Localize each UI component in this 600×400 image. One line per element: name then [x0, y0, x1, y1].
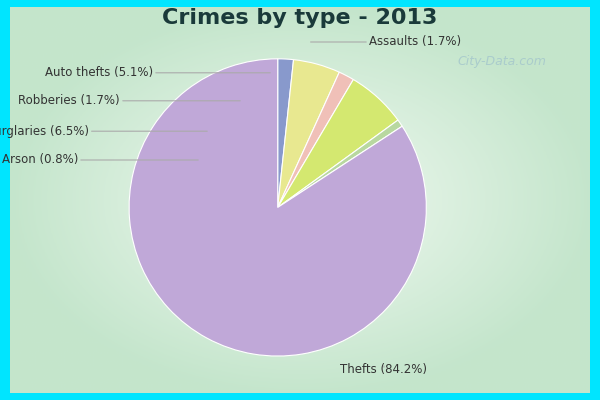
Wedge shape	[129, 59, 427, 356]
Wedge shape	[278, 120, 402, 208]
Text: Arson (0.8%): Arson (0.8%)	[2, 154, 78, 166]
Wedge shape	[278, 72, 353, 208]
Wedge shape	[278, 59, 293, 208]
Text: Crimes by type - 2013: Crimes by type - 2013	[163, 8, 437, 28]
Text: Robberies (1.7%): Robberies (1.7%)	[19, 94, 120, 107]
Text: Thefts (84.2%): Thefts (84.2%)	[341, 364, 427, 376]
Wedge shape	[278, 60, 339, 208]
Text: Burglaries (6.5%): Burglaries (6.5%)	[0, 125, 89, 138]
Wedge shape	[278, 80, 398, 208]
Text: Assaults (1.7%): Assaults (1.7%)	[369, 36, 461, 48]
Text: Auto thefts (5.1%): Auto thefts (5.1%)	[45, 66, 153, 79]
Text: City-Data.com: City-Data.com	[457, 56, 546, 68]
